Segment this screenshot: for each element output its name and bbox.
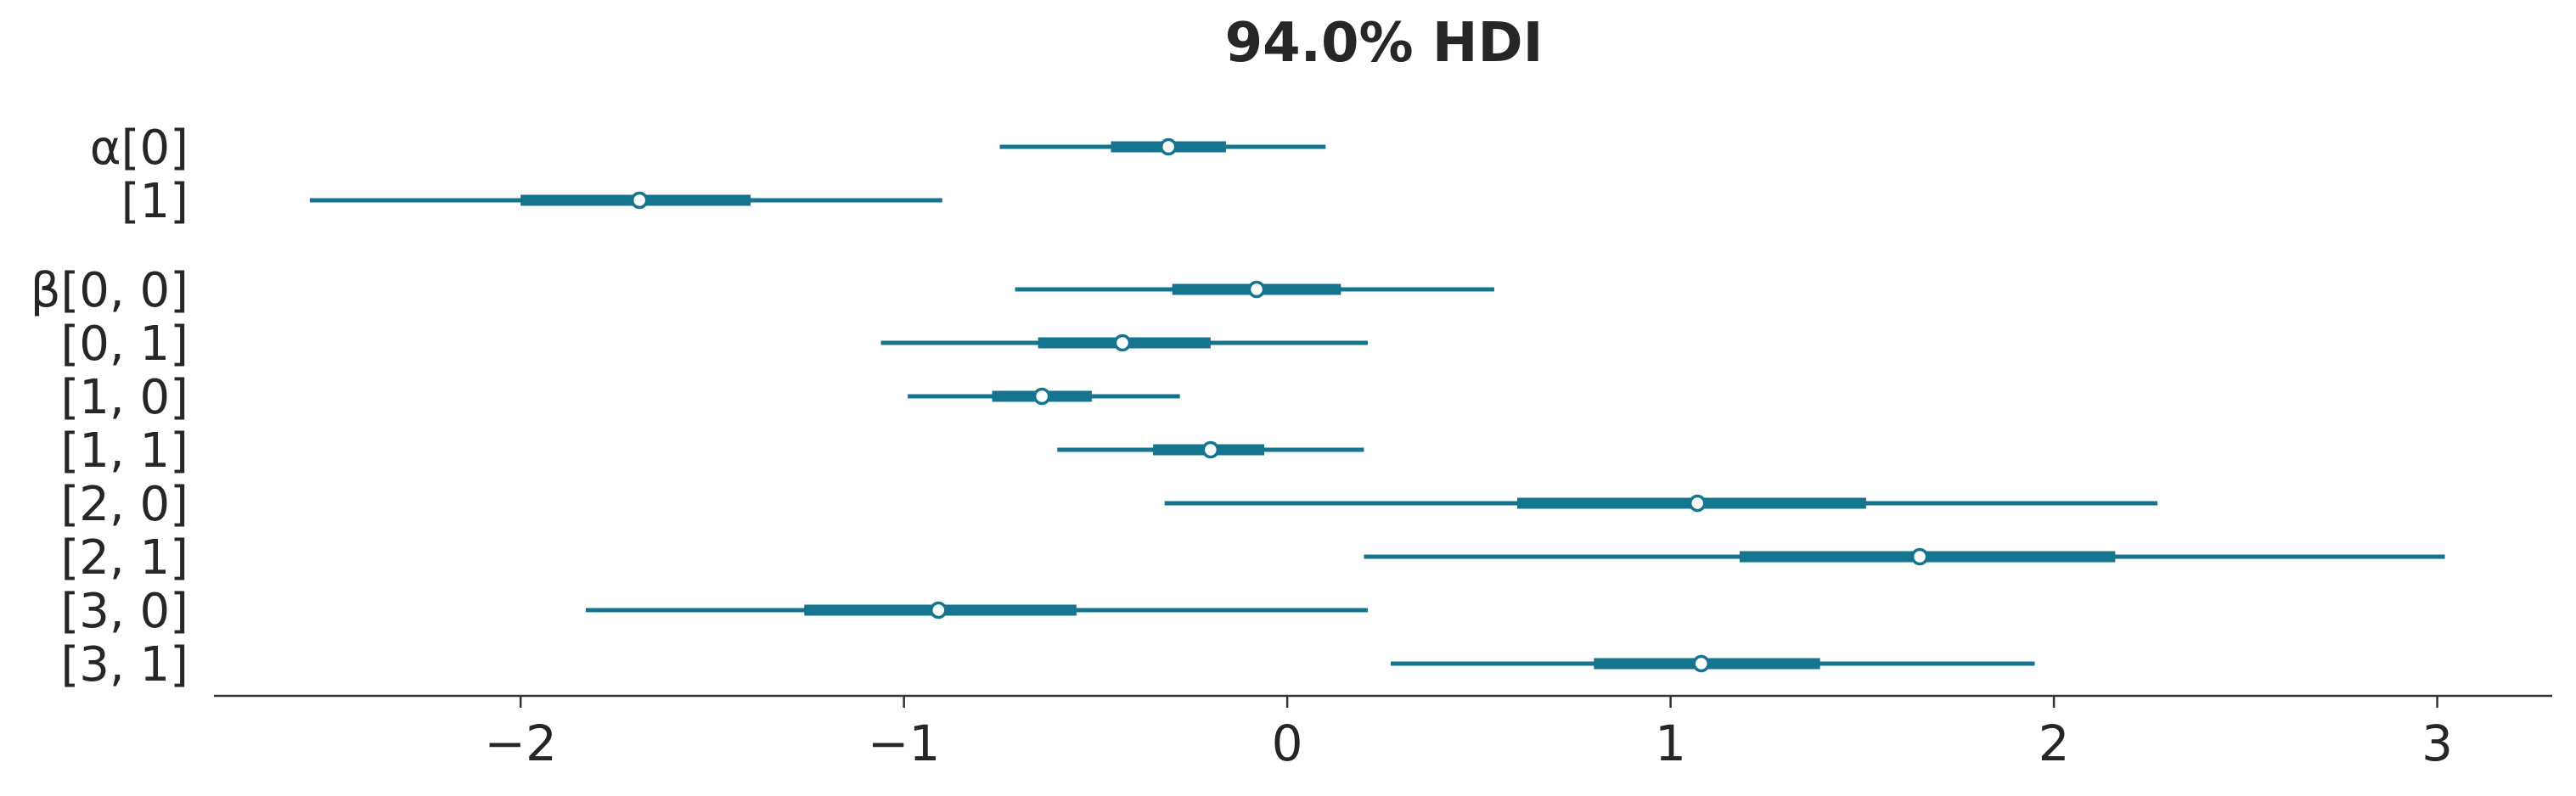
x-axis-ticks: −2 −1 0 1 2 3 bbox=[484, 696, 2453, 772]
x-tick-label: 2 bbox=[2039, 715, 2070, 772]
median-point bbox=[1247, 280, 1266, 299]
forest-row: [0, 1] bbox=[60, 317, 1368, 372]
row-label: [2, 0] bbox=[60, 477, 188, 532]
x-tick-label: 0 bbox=[1272, 715, 1303, 772]
median-point bbox=[1910, 547, 1929, 566]
row-label: [3, 1] bbox=[60, 637, 188, 692]
forest-rows: α[0][1] β[0, 0][0, 1][1, 0][1, 1][2, 0][2… bbox=[31, 121, 2445, 692]
row-label: [1] bbox=[121, 174, 188, 229]
forest-row: [1, 0] bbox=[60, 370, 1180, 425]
x-tick-label: −2 bbox=[484, 715, 557, 772]
forest-row: [1, 1] bbox=[60, 423, 1364, 479]
median-point bbox=[1688, 494, 1707, 513]
median-point bbox=[930, 601, 948, 619]
forest-row: α[0] bbox=[90, 121, 1326, 176]
row-label: [1, 0] bbox=[60, 370, 188, 425]
median-point bbox=[630, 191, 649, 210]
row-label: α[0] bbox=[90, 121, 188, 176]
row-label: [0, 1] bbox=[60, 317, 188, 372]
median-point bbox=[1159, 137, 1178, 156]
x-tick-label: 3 bbox=[2421, 715, 2453, 772]
row-label: β[0, 0] bbox=[31, 263, 188, 318]
x-tick-label: −1 bbox=[868, 715, 941, 772]
row-label: [3, 0] bbox=[60, 584, 188, 639]
chart-title: 94.0% HDI bbox=[1225, 12, 1544, 75]
forest-row: [3, 0] bbox=[60, 584, 1368, 639]
row-label: [2, 1] bbox=[60, 530, 188, 586]
x-tick-label: 1 bbox=[1655, 715, 1686, 772]
forest-row: β[0, 0] bbox=[31, 263, 1494, 318]
forest-row: [3, 1] bbox=[60, 637, 2035, 692]
forest-row: [1] bbox=[121, 174, 942, 229]
row-label: [1, 1] bbox=[60, 423, 188, 479]
median-point bbox=[1113, 334, 1132, 352]
median-point bbox=[1201, 440, 1220, 459]
median-point bbox=[1032, 387, 1051, 406]
forest-row: [2, 0] bbox=[60, 477, 2157, 532]
forest-row: [2, 1] bbox=[60, 530, 2445, 586]
median-point bbox=[1692, 654, 1710, 673]
